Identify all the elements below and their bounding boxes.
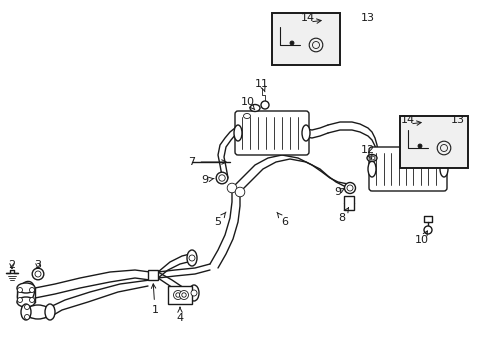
FancyBboxPatch shape [368, 147, 446, 191]
Circle shape [216, 172, 227, 184]
Bar [168, 286, 192, 304]
Ellipse shape [186, 250, 197, 266]
Text: 12: 12 [360, 145, 374, 159]
Text: 9: 9 [334, 187, 344, 197]
Circle shape [18, 297, 22, 302]
Ellipse shape [234, 125, 242, 141]
Ellipse shape [439, 161, 447, 177]
Text: 6: 6 [276, 212, 288, 227]
Circle shape [24, 315, 29, 320]
Ellipse shape [302, 125, 309, 141]
Text: 13: 13 [360, 13, 374, 23]
Circle shape [235, 187, 244, 197]
Circle shape [32, 268, 44, 280]
Bar [148, 270, 158, 280]
Text: 10: 10 [241, 97, 254, 110]
Circle shape [436, 141, 450, 155]
Circle shape [289, 41, 293, 45]
Ellipse shape [21, 304, 31, 320]
Text: 13: 13 [450, 115, 464, 125]
Ellipse shape [249, 104, 260, 112]
Text: 7: 7 [188, 157, 225, 167]
Text: 1: 1 [151, 284, 158, 315]
Circle shape [35, 271, 41, 277]
Ellipse shape [17, 283, 35, 293]
Circle shape [24, 305, 29, 310]
Ellipse shape [367, 161, 375, 177]
Circle shape [423, 226, 431, 234]
Ellipse shape [366, 154, 376, 162]
Ellipse shape [17, 297, 35, 307]
Text: 11: 11 [254, 79, 268, 92]
Circle shape [218, 175, 225, 181]
FancyBboxPatch shape [235, 111, 308, 155]
Circle shape [29, 288, 35, 292]
Circle shape [312, 41, 319, 49]
Circle shape [179, 291, 188, 300]
Text: 2: 2 [8, 260, 16, 270]
Bar [399, 116, 467, 168]
Circle shape [173, 291, 182, 300]
Ellipse shape [26, 305, 50, 319]
Circle shape [261, 101, 268, 109]
Ellipse shape [189, 285, 199, 301]
Circle shape [417, 144, 421, 148]
Ellipse shape [45, 304, 55, 320]
Circle shape [308, 38, 322, 52]
Ellipse shape [368, 156, 374, 160]
Ellipse shape [243, 113, 250, 118]
Bar [343, 196, 353, 210]
Circle shape [182, 293, 186, 297]
Text: 8: 8 [338, 208, 348, 223]
Text: 9: 9 [201, 175, 214, 185]
Circle shape [344, 183, 355, 194]
Text: 5: 5 [214, 212, 225, 227]
Ellipse shape [18, 282, 35, 305]
Bar [271, 13, 339, 65]
Circle shape [346, 185, 352, 191]
Text: 10: 10 [414, 231, 428, 245]
Circle shape [440, 144, 447, 152]
Text: 14: 14 [300, 13, 314, 23]
Circle shape [227, 183, 236, 193]
Text: 4: 4 [176, 307, 183, 323]
Circle shape [191, 290, 197, 296]
Text: 14: 14 [400, 115, 414, 125]
Circle shape [18, 288, 22, 292]
Circle shape [189, 255, 195, 261]
Circle shape [29, 297, 35, 302]
Circle shape [176, 293, 180, 297]
Text: 3: 3 [35, 260, 41, 270]
